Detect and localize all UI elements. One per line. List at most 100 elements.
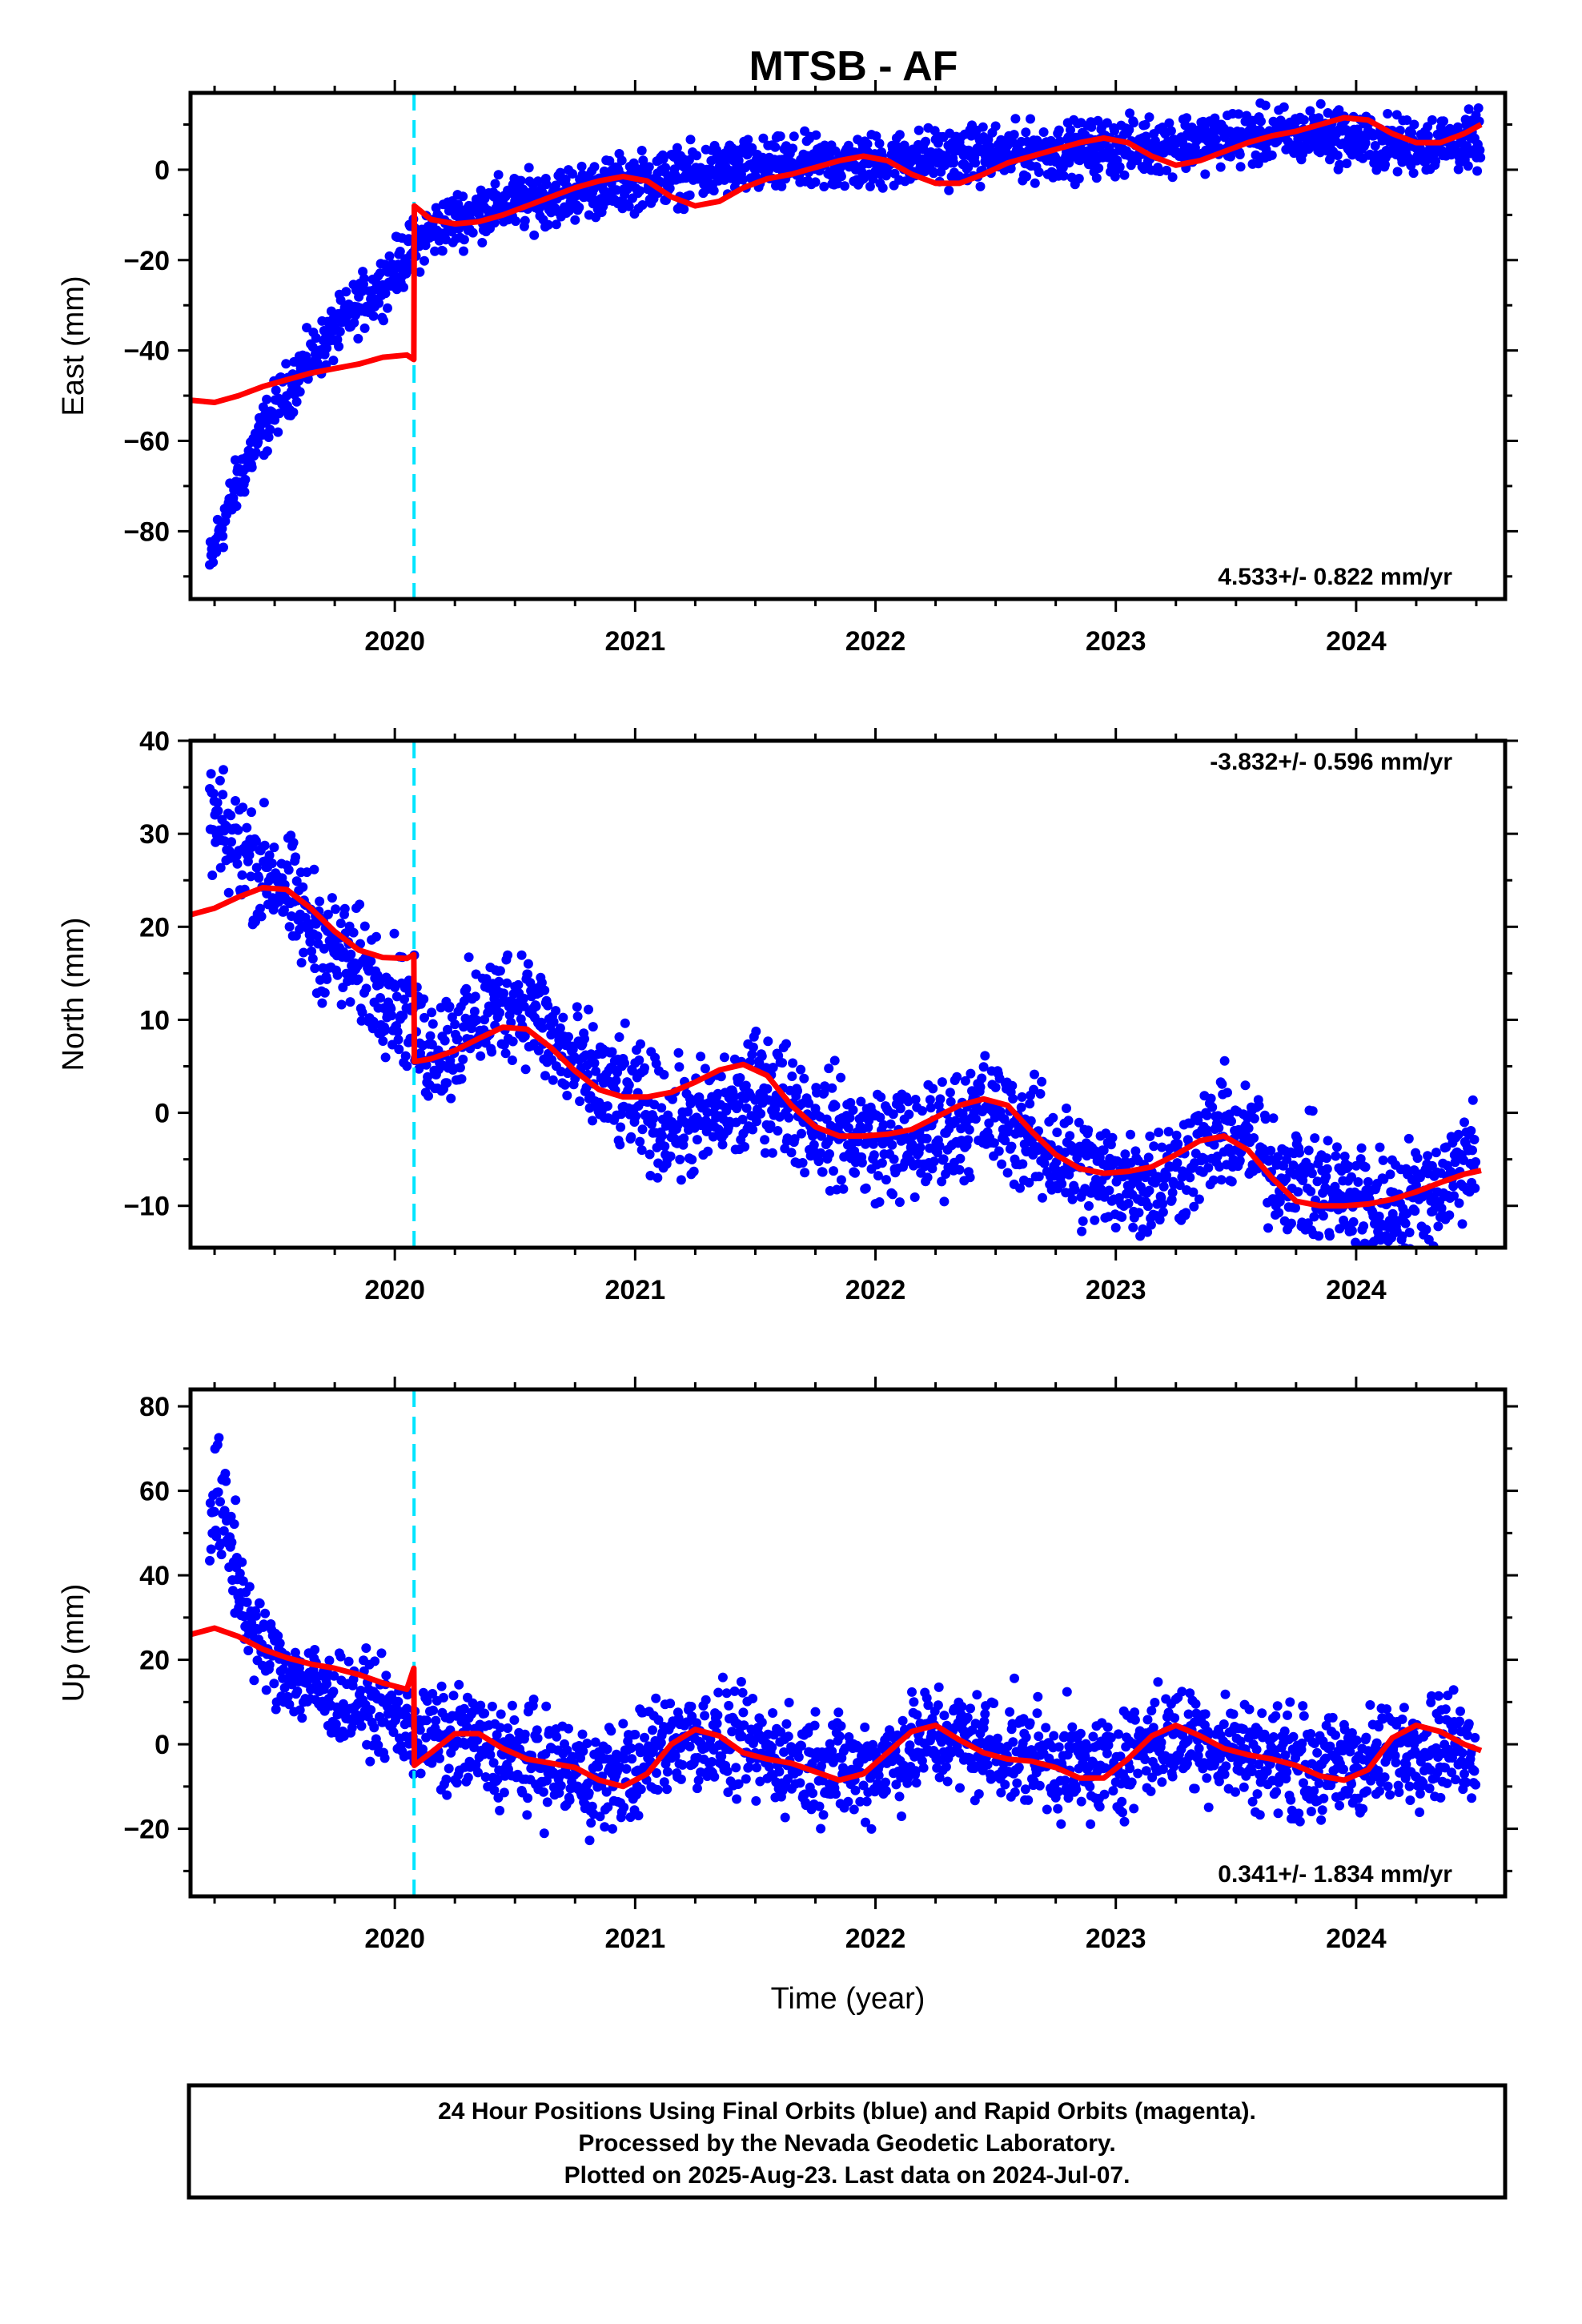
data-point — [1065, 1131, 1075, 1141]
data-point — [211, 1531, 222, 1542]
data-point — [576, 161, 587, 171]
data-point — [1099, 1192, 1110, 1202]
velocity-label: -3.832+/- 0.596 mm/yr — [1210, 749, 1452, 775]
data-point — [719, 1052, 729, 1063]
data-point — [1347, 1225, 1357, 1236]
data-point — [454, 1679, 464, 1690]
y-tick-label: 40 — [139, 726, 170, 757]
data-point — [1287, 1218, 1296, 1228]
data-point — [614, 1032, 624, 1042]
data-point — [656, 1738, 666, 1748]
data-point — [737, 175, 748, 185]
x-tick-label: 2020 — [364, 1924, 425, 1954]
data-point — [1063, 1116, 1074, 1126]
data-point — [1091, 173, 1102, 183]
data-point — [1123, 1198, 1134, 1208]
x-tick-label: 2020 — [364, 1275, 425, 1305]
data-point — [249, 1675, 259, 1686]
data-point — [966, 1068, 976, 1079]
data-point — [348, 927, 359, 938]
data-point — [368, 311, 379, 321]
data-point — [1078, 1216, 1088, 1226]
data-point — [1030, 1069, 1039, 1080]
x-tick-label: 2022 — [845, 1275, 906, 1305]
data-point — [1146, 1220, 1156, 1230]
data-point — [564, 1723, 573, 1734]
data-point — [357, 1007, 367, 1018]
data-point — [1450, 1157, 1460, 1168]
data-point — [765, 1120, 776, 1131]
data-point — [1217, 1079, 1227, 1089]
data-point — [532, 1733, 543, 1743]
data-point — [1412, 1153, 1423, 1164]
data-point — [415, 1725, 425, 1735]
data-point — [208, 557, 219, 568]
data-point — [878, 1120, 889, 1130]
data-point — [1208, 1175, 1219, 1185]
data-point — [1454, 1198, 1464, 1208]
data-point — [978, 122, 988, 132]
data-point — [1321, 1172, 1331, 1182]
data-point — [226, 810, 236, 821]
data-point — [1383, 1250, 1392, 1260]
data-point — [232, 858, 243, 869]
data-point — [1266, 1145, 1276, 1156]
data-point — [1149, 1141, 1159, 1152]
data-point — [246, 871, 256, 882]
data-point — [244, 850, 255, 860]
data-point — [427, 1007, 437, 1018]
data-point — [208, 788, 219, 798]
data-point — [206, 1544, 216, 1554]
data-point — [1355, 1154, 1366, 1164]
data-point — [580, 1034, 589, 1044]
data-point — [780, 1812, 790, 1823]
data-point — [476, 1051, 486, 1061]
data-point — [1295, 1148, 1304, 1158]
data-point — [247, 807, 256, 818]
data-point — [243, 1646, 254, 1655]
data-point — [540, 1749, 551, 1759]
data-point — [652, 1768, 661, 1778]
data-point — [737, 1114, 748, 1124]
data-point — [1181, 1208, 1191, 1218]
data-point — [1356, 1143, 1367, 1153]
data-point — [1332, 151, 1343, 160]
data-point — [722, 1766, 733, 1776]
data-point — [1292, 1134, 1303, 1144]
y-tick-label: 0 — [155, 1730, 170, 1760]
data-point — [575, 1096, 585, 1107]
data-point — [717, 1672, 728, 1683]
data-point — [687, 1155, 697, 1164]
data-point — [353, 333, 363, 344]
data-point — [431, 1715, 441, 1726]
data-point — [1260, 1114, 1271, 1124]
data-point — [1223, 1088, 1232, 1098]
data-point — [673, 1047, 684, 1058]
data-point — [760, 1148, 770, 1158]
data-point — [296, 958, 307, 968]
data-point — [915, 1142, 926, 1152]
y-tick-label: 40 — [139, 1561, 170, 1591]
data-point — [291, 396, 302, 407]
data-point — [435, 1753, 445, 1763]
data-point — [989, 1138, 999, 1148]
data-point — [612, 185, 622, 195]
data-point — [1383, 109, 1393, 119]
data-point — [703, 1146, 713, 1156]
data-point — [1017, 1092, 1027, 1102]
data-point — [226, 1511, 236, 1522]
data-point — [500, 1048, 511, 1059]
data-point — [1163, 1127, 1174, 1137]
data-point — [366, 956, 376, 967]
data-point — [1164, 118, 1174, 128]
data-point — [783, 1774, 793, 1784]
data-point — [1235, 150, 1245, 159]
data-point — [970, 1114, 981, 1124]
data-point — [929, 168, 939, 179]
data-point — [1303, 1145, 1314, 1156]
x-tick-label: 2021 — [605, 1924, 666, 1954]
data-point — [255, 1598, 265, 1609]
data-point — [1090, 1215, 1100, 1225]
data-point — [783, 1731, 793, 1742]
data-point — [752, 1763, 762, 1773]
